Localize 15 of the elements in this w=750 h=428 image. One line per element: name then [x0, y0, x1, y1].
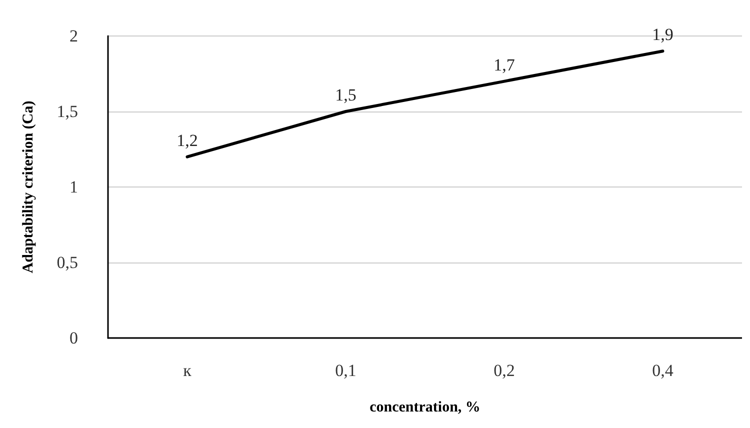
x-axis-title: concentration, % [370, 400, 480, 416]
data-label: 1,7 [494, 55, 516, 74]
x-tick-label: 0,1 [335, 361, 356, 380]
y-tick-label: 1,5 [56, 102, 78, 121]
data-label: 1,9 [652, 25, 674, 44]
data-label: 1,5 [335, 86, 356, 104]
data-label: 1,2 [176, 130, 198, 150]
y-axis-title: Adaptability criterion (Ca) [20, 100, 36, 274]
x-tick-label: 0,4 [652, 361, 674, 380]
x-tick-label: 0,2 [494, 361, 515, 380]
y-tick-label: 0,5 [56, 253, 78, 272]
y-tick-label: 2 [70, 26, 78, 46]
y-tick-label: 1 [70, 178, 78, 196]
y-tick-label: 0 [70, 328, 78, 348]
x-tick-label: к [183, 361, 192, 380]
